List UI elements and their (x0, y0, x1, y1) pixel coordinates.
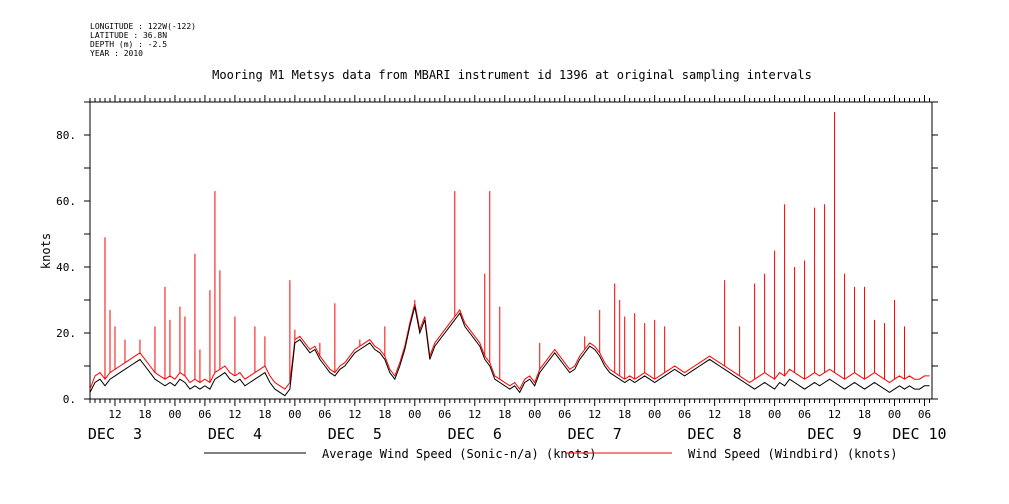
x-tick-label: 18 (618, 408, 631, 421)
x-tick-label: 06 (918, 408, 931, 421)
x-tick-label: 12 (828, 408, 841, 421)
x-tick-label: 06 (318, 408, 331, 421)
day-label: DEC 4 (208, 425, 262, 443)
plot-frame (89, 101, 933, 400)
x-tick-label: 06 (678, 408, 691, 421)
x-tick-label: 00 (528, 408, 541, 421)
day-label: DEC 10 (892, 425, 946, 443)
x-tick-label: 18 (498, 408, 511, 421)
x-tick-label: 12 (708, 408, 721, 421)
x-tick-label: 06 (798, 408, 811, 421)
y-tick-label: 60. (56, 195, 76, 208)
latitude-label: LATITUDE : 36.8N (90, 31, 168, 40)
x-tick-label: 12 (228, 408, 241, 421)
x-tick-label: 12 (588, 408, 601, 421)
day-label: DEC 8 (688, 425, 742, 443)
x-tick-label: 00 (288, 408, 301, 421)
day-label: DEC 9 (807, 425, 861, 443)
day-label: DEC 5 (328, 425, 382, 443)
legend: Average Wind Speed (Sonic-n/a) (knots) W… (204, 447, 898, 461)
y-tick-label: 40. (56, 261, 76, 274)
x-tick-labels: 12 18 00 06 12 18 00 06 12 18 00 06 12 18 00 06 12 18 00 06… (108, 408, 931, 421)
day-label: DEC 3 (88, 425, 142, 443)
x-tick-label: 06 (198, 408, 211, 421)
y-axis-label: knots (39, 233, 53, 269)
y-tick-label: 20. (56, 327, 76, 340)
x-tick-label: 18 (738, 408, 751, 421)
x-tick-label: 12 (468, 408, 481, 421)
x-tick-label: 12 (108, 408, 121, 421)
series-line-average-wind-speed (89, 306, 930, 397)
x-tick-label: 18 (378, 408, 391, 421)
legend-label-windbird: Wind Speed (Windbird) (knots) (688, 447, 898, 461)
x-tick-label: 18 (138, 408, 151, 421)
x-tick-label: 00 (768, 408, 781, 421)
metadata-block: LONGITUDE : 122W(-122) LATITUDE : 36.8N … (90, 22, 196, 58)
legend-label-average: Average Wind Speed (Sonic-n/a) (knots) (322, 447, 597, 461)
year-label: YEAR : 2010 (90, 49, 143, 58)
x-tick-label: 06 (558, 408, 571, 421)
x-tick-label: 00 (168, 408, 181, 421)
day-label: DEC 7 (568, 425, 622, 443)
chart-title: Mooring M1 Metsys data from MBARI instru… (212, 68, 812, 82)
x-tick-label: 18 (858, 408, 871, 421)
x-tick-label: 00 (408, 408, 421, 421)
axis-ticks (84, 95, 938, 406)
x-tick-label: 18 (258, 408, 271, 421)
y-tick-label: 0. (63, 393, 76, 406)
y-tick-label: 80. (56, 129, 76, 142)
series-line-windbird (89, 303, 930, 391)
longitude-label: LONGITUDE : 122W(-122) (90, 22, 196, 31)
x-tick-label: 06 (438, 408, 451, 421)
data-series (89, 111, 930, 397)
day-label: DEC 6 (448, 425, 502, 443)
x-tick-label: 00 (648, 408, 661, 421)
day-labels: DEC 3 DEC 4 DEC 5 DEC 6 DEC 7 DEC 8 DEC 9 DEC 1… (88, 425, 947, 443)
y-tick-labels: 0. 20. 40. 60. 80. (56, 129, 76, 406)
depth-label: DEPTH (m) : -2.5 (90, 40, 168, 49)
x-tick-label: 00 (888, 408, 901, 421)
x-tick-label: 12 (348, 408, 361, 421)
